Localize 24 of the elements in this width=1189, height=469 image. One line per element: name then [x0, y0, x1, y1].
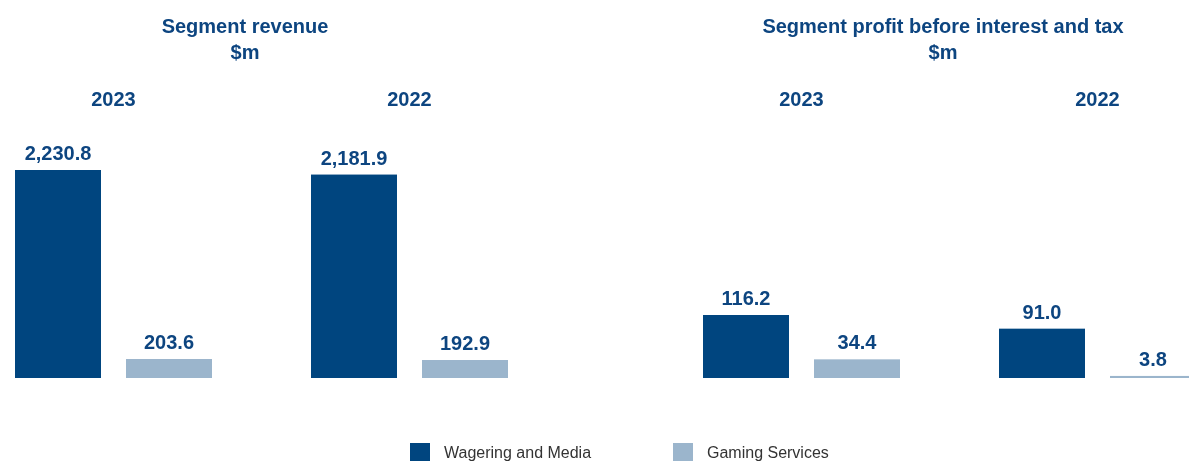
data-label: 192.9 — [439, 332, 491, 355]
data-label: 34.4 — [837, 331, 878, 354]
chart-title: Segment profit before interest and tax — [762, 15, 1124, 37]
data-label: 3.8 — [1139, 347, 1167, 370]
legend-label: Gaming Services — [707, 444, 829, 461]
data-label: 203.6 — [143, 331, 195, 354]
chart-subtitle: $m — [230, 41, 260, 63]
bar — [126, 359, 212, 378]
chart-title: Segment revenue — [161, 15, 329, 37]
bar — [422, 360, 508, 378]
data-label: 116.2 — [721, 287, 771, 309]
x-tick-label: 2023 — [91, 88, 136, 110]
chart-subtitle: $m — [928, 41, 958, 63]
data-label: 2,181.9 — [320, 146, 388, 169]
x-tick-label: 2023 — [779, 88, 824, 110]
x-tick-label: 2022 — [387, 88, 432, 110]
x-tick-label: 2022 — [1075, 88, 1120, 110]
bar — [15, 170, 101, 378]
legend-label: Wagering and Media — [444, 444, 592, 461]
bar — [999, 328, 1085, 378]
bar — [311, 174, 397, 378]
data-label: 2,230.8 — [24, 142, 92, 164]
bar — [703, 315, 789, 378]
data-label: 91.0 — [1022, 300, 1062, 323]
